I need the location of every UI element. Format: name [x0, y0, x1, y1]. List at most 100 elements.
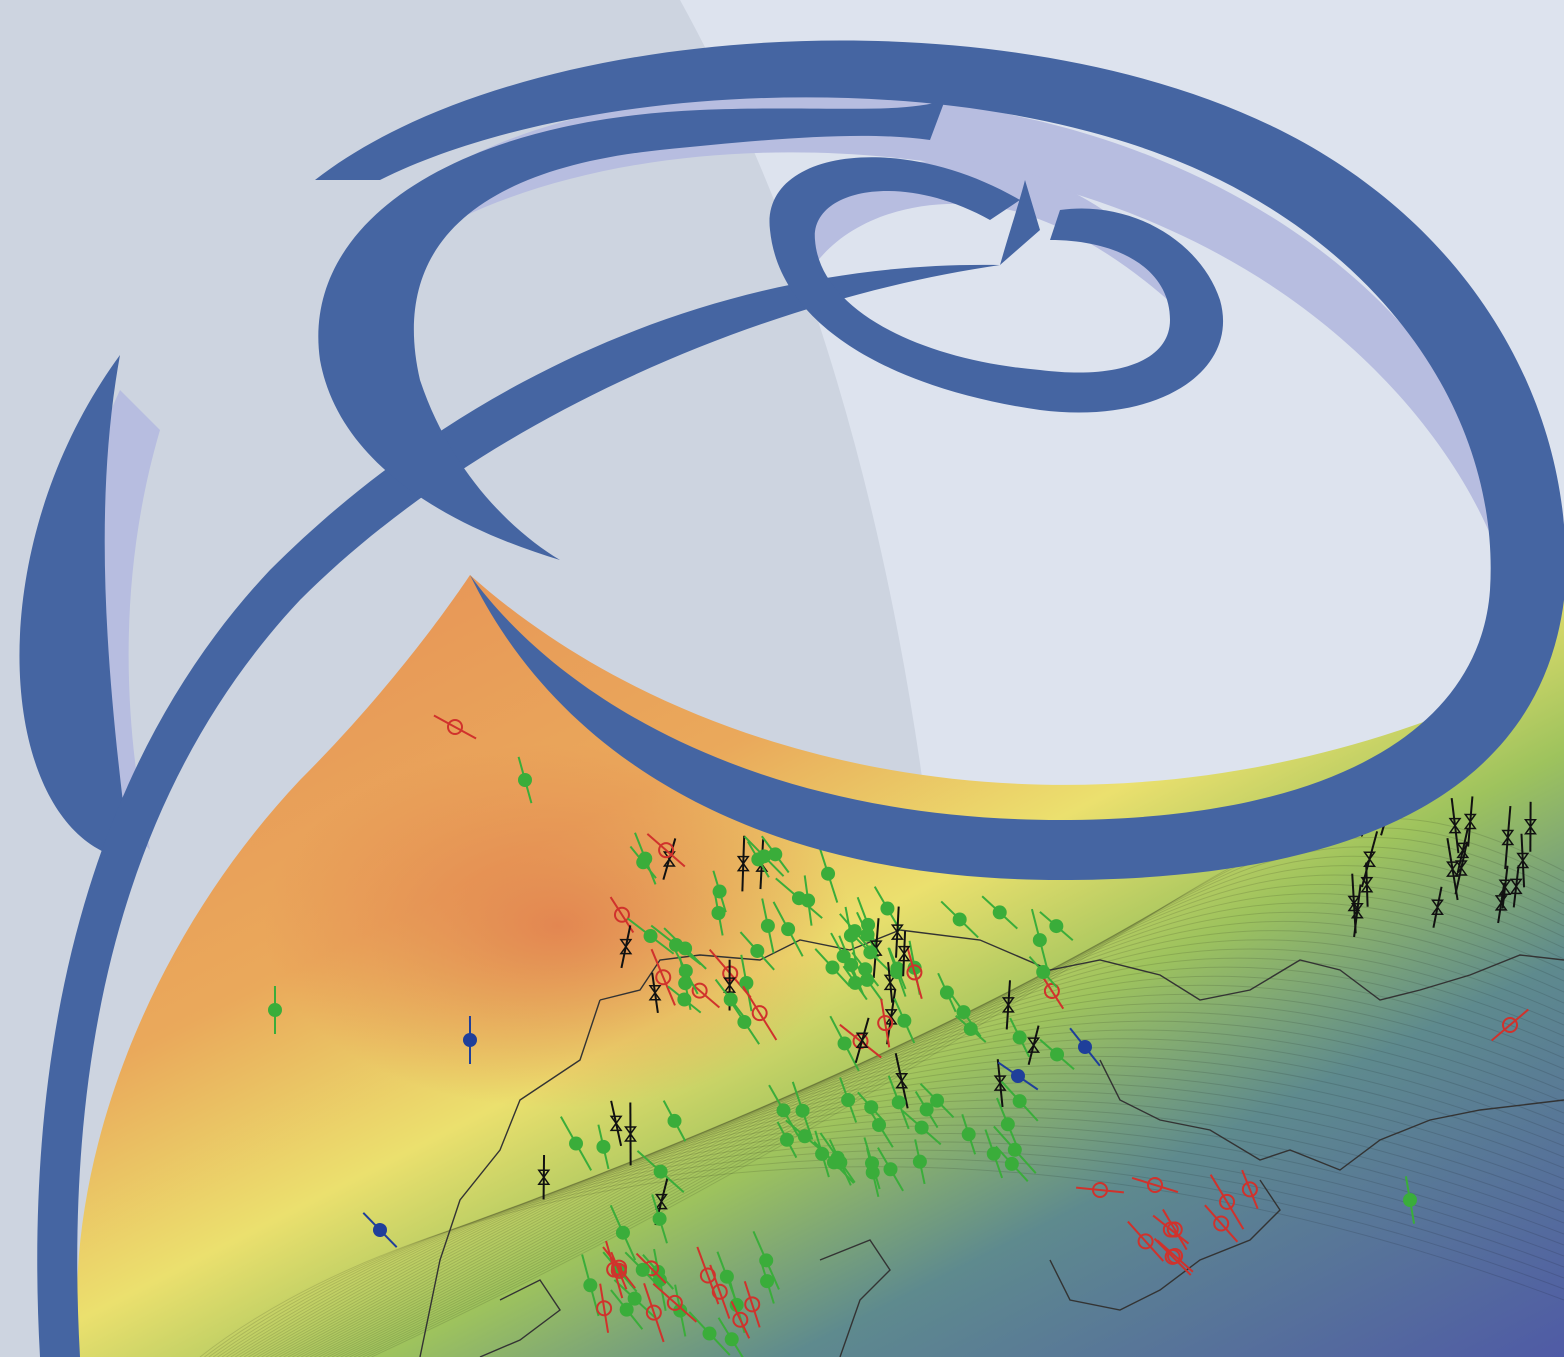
green-marker [673, 1284, 688, 1337]
green-marker [629, 845, 657, 879]
green-marker [711, 890, 726, 936]
black-marker [1524, 801, 1537, 852]
contour-line [274, 1020, 1564, 1357]
country-borders [419, 929, 1564, 1357]
green-marker [517, 756, 533, 804]
black-marker [736, 835, 750, 892]
contour-line [278, 1011, 1564, 1357]
black-marker [1027, 1025, 1041, 1066]
contour-line [292, 984, 1564, 1357]
contour-line [256, 1055, 1564, 1357]
green-marker [739, 931, 775, 971]
contour-line [340, 883, 1564, 1357]
contour-line [353, 855, 1564, 1357]
contour-line [362, 836, 1564, 1357]
green-marker [626, 917, 675, 955]
green-marker [1039, 1038, 1075, 1071]
green-marker [1403, 1176, 1417, 1224]
blue-marker [362, 1212, 398, 1248]
red-marker [1241, 1169, 1259, 1209]
green-marker [863, 1137, 881, 1190]
black-marker [609, 1100, 623, 1147]
contour-line [239, 1090, 1564, 1357]
green-marker [857, 1091, 886, 1123]
green-marker [714, 978, 747, 1020]
contour-line [252, 1064, 1564, 1357]
red-marker [1039, 972, 1065, 1010]
red-marker [730, 1300, 751, 1339]
black-marker [619, 925, 633, 969]
red-marker [1127, 1220, 1165, 1262]
green-marker [984, 1129, 1004, 1179]
green-marker [961, 1114, 977, 1155]
black-marker [894, 1053, 909, 1109]
green-marker [851, 951, 880, 987]
green-marker [829, 1015, 860, 1072]
contour-line [300, 966, 1564, 1357]
green-marker [650, 924, 702, 966]
red-marker [643, 1283, 665, 1343]
black-marker [1448, 797, 1462, 854]
red-marker [650, 948, 676, 1006]
contour-line [318, 930, 1564, 1357]
green-marker [775, 877, 823, 919]
green-marker [893, 998, 916, 1044]
green-marker [268, 985, 282, 1035]
black-marker [1509, 865, 1523, 908]
red-marker [596, 1283, 613, 1333]
green-marker [1039, 911, 1074, 942]
green-marker [613, 1279, 656, 1319]
green-marker [995, 1145, 1029, 1183]
contour-line [226, 1116, 1564, 1357]
red-marker [1152, 1214, 1190, 1245]
black-marker [1431, 886, 1444, 928]
contour-line [366, 827, 1564, 1357]
black-marker [1501, 805, 1515, 870]
black-marker [1498, 865, 1512, 909]
green-marker [759, 1258, 775, 1304]
red-marker [1153, 1237, 1192, 1276]
contour-line [204, 1157, 1564, 1357]
green-marker [912, 1139, 927, 1185]
red-marker [1131, 1176, 1179, 1194]
green-marker [914, 1090, 939, 1129]
green-marker [919, 1083, 955, 1119]
green-marker [610, 1289, 644, 1330]
red-marker [877, 998, 894, 1048]
red-marker [652, 1283, 698, 1323]
green-marker [993, 1125, 1037, 1174]
black-marker [890, 906, 904, 958]
green-marker [712, 870, 727, 913]
green-marker [760, 898, 775, 954]
red-marker [1162, 1208, 1188, 1251]
contour-line [344, 874, 1564, 1357]
map-contours [199, 817, 1564, 1357]
red-marker [906, 945, 923, 1000]
contour-line [199, 1166, 1564, 1357]
logo [19, 40, 1564, 1357]
contour-line [296, 975, 1564, 1357]
green-marker [901, 1110, 942, 1146]
green-marker [560, 1116, 593, 1171]
green-marker [940, 900, 979, 939]
green-marker [717, 1317, 746, 1357]
green-marker [937, 972, 957, 1013]
contour-line [217, 1133, 1564, 1357]
green-marker [873, 886, 902, 931]
contour-line [349, 865, 1564, 1357]
green-marker [887, 947, 907, 997]
green-marker [678, 956, 693, 1011]
contour-line [248, 1073, 1564, 1357]
green-marker [1000, 1080, 1039, 1122]
green-marker [851, 933, 890, 972]
blue-marker [997, 1061, 1039, 1091]
red-marker [709, 1264, 731, 1319]
blue-marker [1069, 1027, 1101, 1067]
logo-outer-swoosh [315, 40, 1564, 880]
green-marker [662, 1100, 687, 1142]
contour-line [371, 817, 1564, 1357]
green-marker [728, 999, 760, 1045]
contour-line [336, 893, 1564, 1357]
green-marker [830, 932, 858, 980]
